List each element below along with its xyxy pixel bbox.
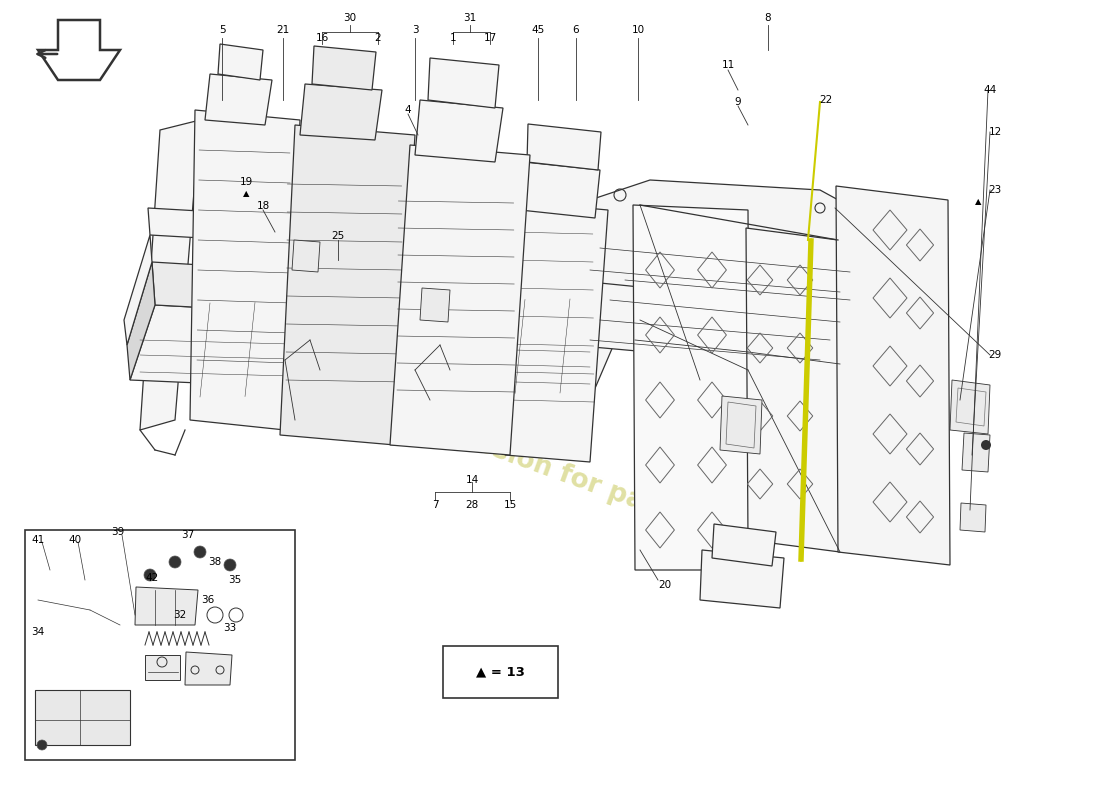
Polygon shape [124,235,152,345]
Text: 45: 45 [531,25,544,35]
Polygon shape [632,205,750,570]
Polygon shape [140,120,200,430]
Text: 41: 41 [32,535,45,545]
Text: 18: 18 [256,201,270,211]
Polygon shape [130,305,620,400]
Text: 31: 31 [463,13,476,23]
Text: 1: 1 [450,33,456,43]
Polygon shape [205,74,272,125]
Circle shape [981,440,991,450]
Polygon shape [218,44,263,80]
FancyBboxPatch shape [25,530,295,760]
Polygon shape [135,587,198,625]
Text: 4: 4 [405,105,411,115]
Circle shape [144,569,156,581]
Text: 28: 28 [465,500,478,510]
Polygon shape [300,84,382,140]
Text: 40: 40 [68,535,81,545]
Text: ▲: ▲ [243,190,250,198]
FancyBboxPatch shape [443,646,558,698]
Text: a passion for parts: a passion for parts [414,410,686,530]
Polygon shape [148,208,618,262]
Text: 44: 44 [983,85,997,95]
Circle shape [169,556,182,568]
Text: 2: 2 [375,33,382,43]
Text: ▲: ▲ [975,198,981,206]
Polygon shape [390,145,530,455]
Polygon shape [312,46,376,90]
Polygon shape [39,20,120,80]
Polygon shape [145,655,180,680]
Text: 15: 15 [504,500,517,510]
Polygon shape [292,240,320,272]
Polygon shape [190,110,300,430]
Polygon shape [746,228,840,552]
Polygon shape [126,262,155,380]
Circle shape [224,559,236,571]
Polygon shape [520,162,600,218]
Text: 7: 7 [431,500,438,510]
Polygon shape [152,262,620,330]
Text: 8: 8 [764,13,771,23]
Text: 12: 12 [989,127,1002,137]
Polygon shape [836,186,950,565]
Polygon shape [720,396,762,454]
Text: 33: 33 [223,623,236,633]
Polygon shape [700,550,784,608]
Text: 35: 35 [229,575,242,585]
Text: 16: 16 [316,33,329,43]
Text: 36: 36 [201,595,214,605]
Text: 19: 19 [240,177,253,187]
Polygon shape [527,124,601,170]
Polygon shape [415,100,503,162]
Text: 23: 23 [989,185,1002,195]
Polygon shape [185,652,232,685]
Text: 25: 25 [331,231,344,241]
Text: 39: 39 [111,527,124,537]
Text: 30: 30 [343,13,356,23]
Text: ▲ = 13: ▲ = 13 [475,666,525,678]
Text: 17: 17 [483,33,496,43]
Text: 22: 22 [820,95,833,105]
Polygon shape [428,58,499,108]
Text: 6: 6 [573,25,580,35]
Polygon shape [280,125,415,445]
Text: 11: 11 [722,60,735,70]
Text: 20: 20 [659,580,672,590]
Text: 42: 42 [145,573,158,583]
Polygon shape [560,180,874,310]
Circle shape [37,740,47,750]
Polygon shape [570,232,870,370]
Circle shape [194,546,206,558]
Text: 9: 9 [735,97,741,107]
Text: 10: 10 [631,25,645,35]
Polygon shape [420,288,450,322]
Text: 21: 21 [276,25,289,35]
Text: 14: 14 [465,475,478,485]
Text: 29: 29 [989,350,1002,360]
Text: 5: 5 [219,25,225,35]
Text: 34: 34 [32,627,45,637]
Text: 3: 3 [411,25,418,35]
Polygon shape [505,202,608,462]
Polygon shape [950,380,990,434]
Polygon shape [35,690,130,745]
Polygon shape [962,433,990,472]
Polygon shape [712,524,776,566]
Polygon shape [960,503,986,532]
Text: 37: 37 [182,530,195,540]
Text: 38: 38 [208,557,221,567]
Text: 32: 32 [174,610,187,620]
